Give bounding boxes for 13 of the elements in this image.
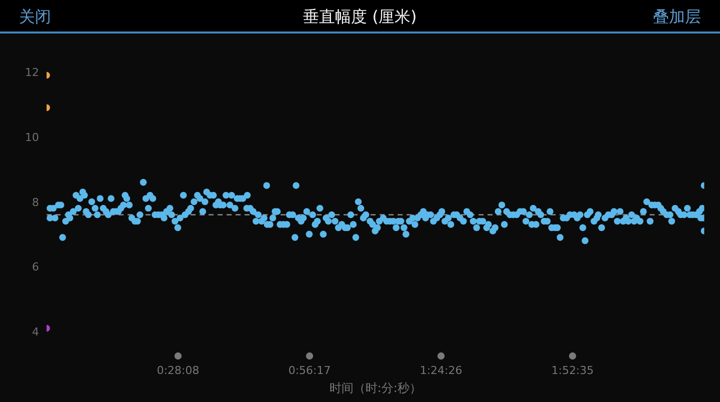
- x-axis-label: 时间（时:分:秒）: [329, 381, 422, 395]
- y-tick-label: 8: [32, 196, 39, 209]
- y-tick-label: 6: [32, 260, 39, 274]
- x-tick-label: 1:24:26: [420, 364, 462, 377]
- title: 垂直幅度 (厘米): [303, 7, 417, 26]
- annotation: 关闭: [19, 7, 51, 26]
- y-tick-label: 12: [25, 66, 39, 79]
- annotation: 叠加层: [653, 7, 701, 26]
- x-tick-label: 1:52:35: [551, 364, 594, 377]
- y-tick-label: 10: [25, 130, 39, 144]
- x-tick-label: 0:56:17: [288, 364, 331, 377]
- x-tick-label: 0:28:08: [156, 364, 200, 377]
- y-tick-label: 4: [32, 326, 39, 338]
